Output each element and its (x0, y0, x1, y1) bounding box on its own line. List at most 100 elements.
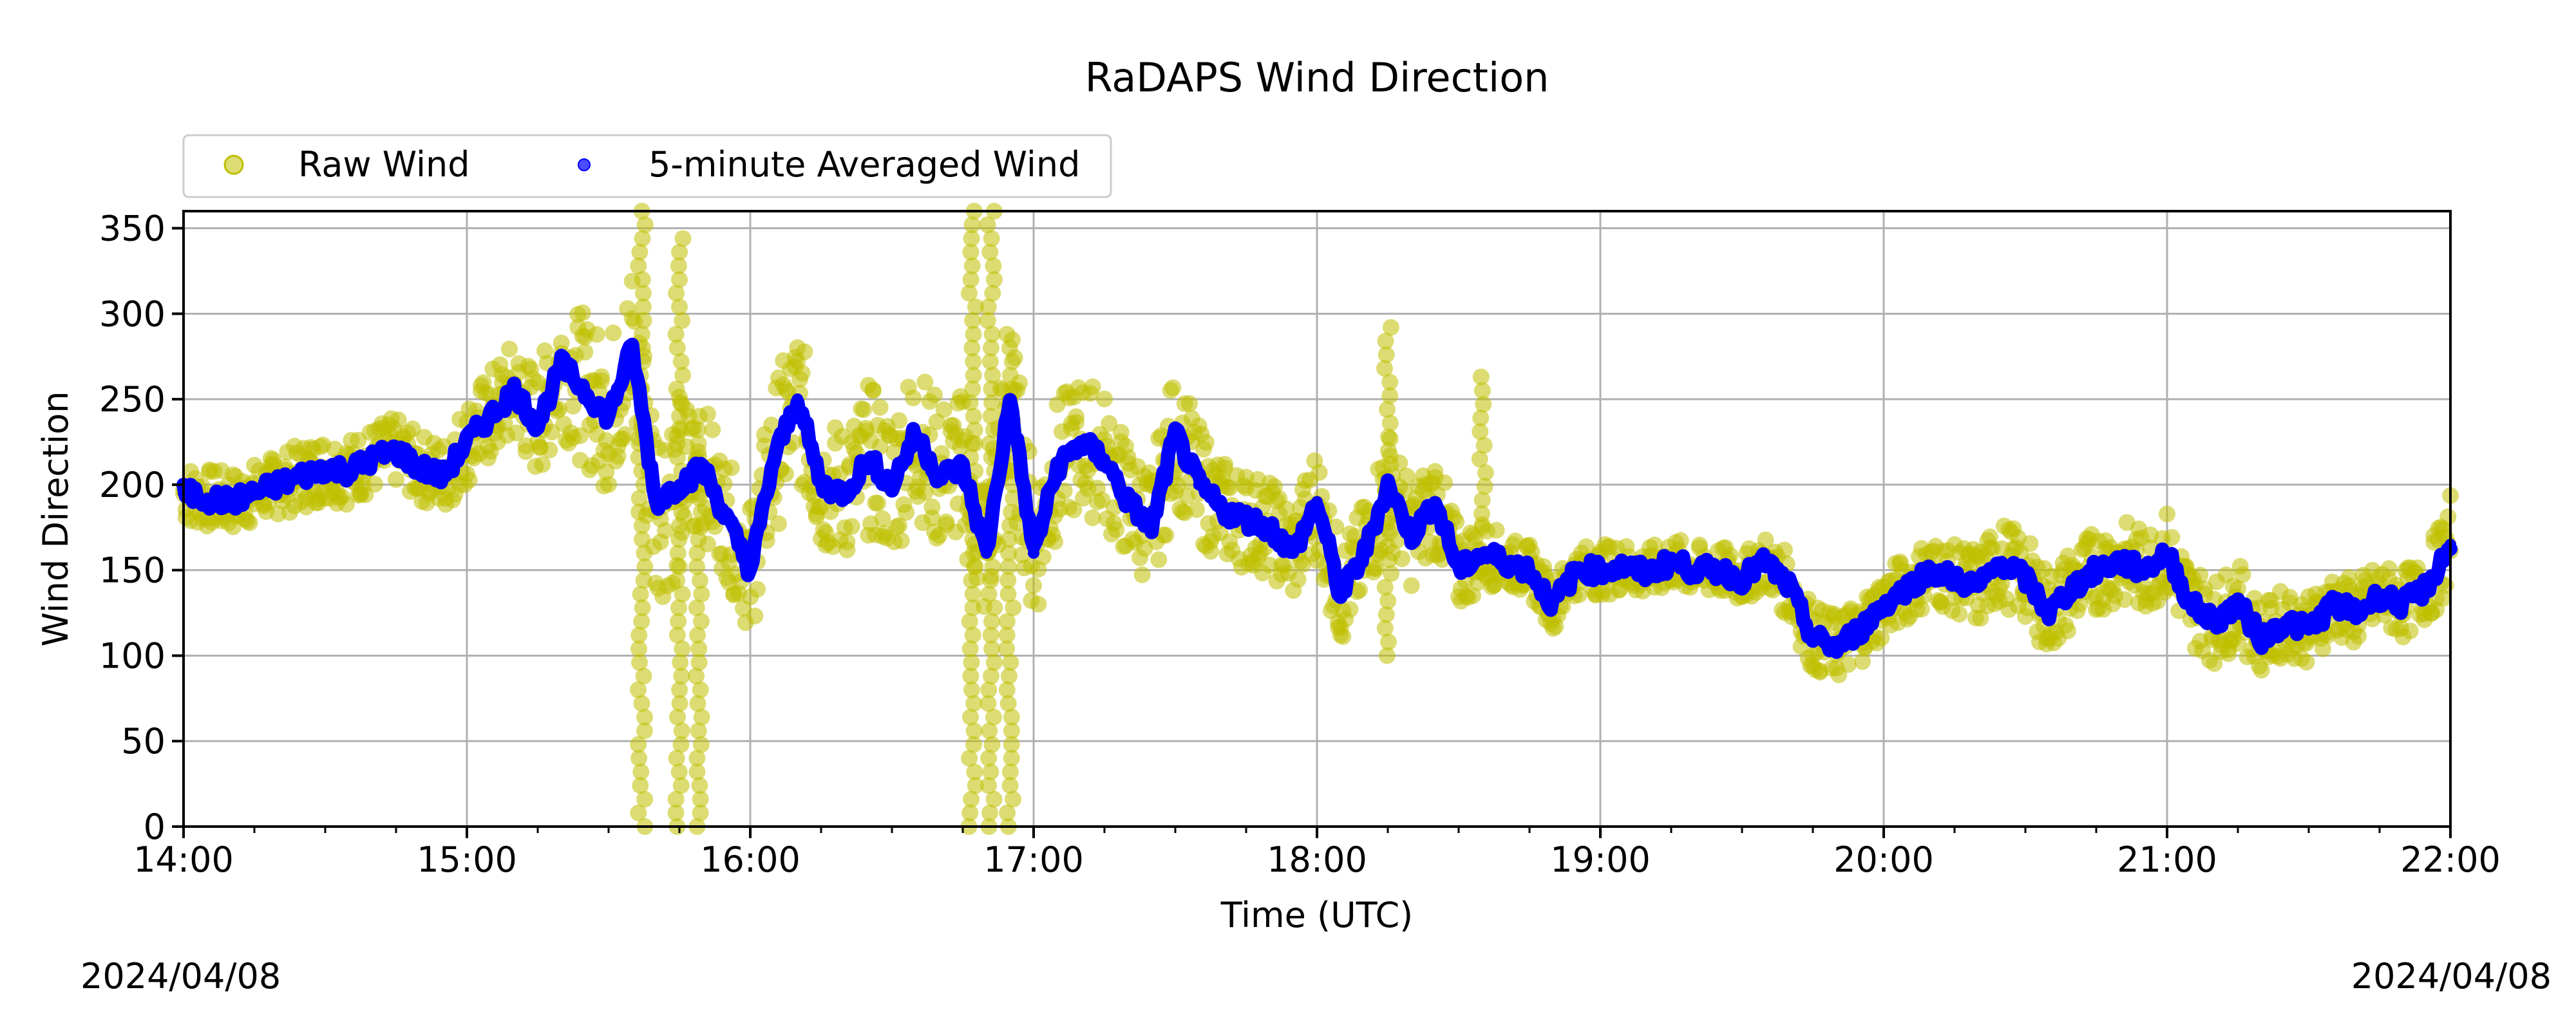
raw-wind-point (1003, 749, 1020, 767)
raw-wind-point (636, 709, 653, 726)
raw-wind-point (926, 386, 943, 404)
raw-wind-point (1278, 500, 1295, 518)
raw-wind-point (598, 464, 615, 481)
raw-wind-point (1025, 577, 1042, 594)
raw-wind-point (864, 381, 882, 398)
averaged-wind-point (1925, 564, 1937, 576)
averaged-wind-point (249, 487, 260, 500)
raw-wind-point (1289, 571, 1307, 588)
raw-wind-point (2159, 505, 2175, 523)
x-tick-label: 15:00 (417, 839, 517, 880)
raw-wind-point (1046, 533, 1063, 550)
averaged-wind-point (674, 478, 685, 491)
raw-wind-point (671, 695, 688, 712)
raw-wind-point (963, 339, 981, 357)
raw-wind-point (404, 420, 421, 438)
raw-wind-point (688, 668, 705, 685)
averaged-wind-point (2020, 572, 2031, 585)
raw-wind-point (616, 426, 634, 443)
averaged-wind-point (2090, 564, 2102, 576)
raw-wind-point (1108, 521, 1125, 538)
raw-wind-point (983, 736, 1001, 753)
raw-wind-point (565, 397, 582, 415)
averaged-wind-point (1949, 572, 1960, 585)
raw-wind-point (1379, 538, 1396, 555)
raw-wind-point (241, 514, 258, 532)
raw-wind-point (979, 312, 996, 329)
averaged-wind-point (768, 453, 780, 465)
averaged-wind-point (838, 487, 851, 500)
raw-wind-point (1854, 653, 1871, 670)
raw-wind-point (985, 791, 1003, 808)
averaged-wind-point (1170, 427, 1181, 440)
raw-wind-point (692, 736, 710, 753)
averaged-wind-point (886, 478, 898, 491)
averaged-wind-point (413, 462, 426, 474)
raw-wind-point (1000, 545, 1018, 562)
raw-wind-point (670, 599, 688, 617)
raw-wind-point (982, 572, 999, 589)
averaged-wind-point (461, 436, 473, 448)
raw-wind-point (634, 271, 651, 288)
raw-wind-point (983, 394, 1001, 411)
averaged-wind-point (1712, 564, 1725, 576)
raw-wind-point (998, 681, 1016, 698)
raw-wind-point (1377, 332, 1394, 350)
raw-wind-point (1379, 592, 1397, 610)
raw-wind-point (630, 749, 648, 767)
raw-wind-point (777, 465, 794, 483)
y-tick-label: 200 (99, 465, 166, 505)
raw-wind-point (1476, 478, 1493, 495)
averaged-wind-point (1075, 436, 1087, 448)
raw-wind-point (668, 626, 686, 644)
raw-wind-point (2022, 535, 2039, 552)
raw-wind-point (690, 530, 707, 548)
raw-wind-point (605, 324, 622, 342)
averaged-wind-point (1146, 521, 1158, 534)
raw-wind-point (508, 424, 525, 442)
averaged-wind-point (744, 564, 756, 576)
averaged-wind-point (390, 444, 402, 456)
raw-wind-point (669, 545, 687, 562)
raw-wind-point (689, 626, 706, 644)
raw-wind-point (670, 530, 688, 548)
raw-wind-point (985, 709, 1002, 726)
raw-wind-point (983, 613, 1000, 630)
averaged-wind-point (1453, 564, 1464, 576)
averaged-wind-point (1642, 567, 1654, 579)
x-axis-label: Time (UTC) (1220, 895, 1414, 935)
averaged-wind-point (603, 410, 614, 422)
averaged-wind-point (1051, 462, 1063, 474)
raw-wind-point (982, 339, 999, 357)
averaged-wind-point (555, 359, 567, 371)
averaged-wind-point (225, 496, 237, 508)
raw-wind-point (1084, 378, 1101, 395)
averaged-wind-point (697, 462, 709, 474)
raw-wind-point (630, 626, 648, 644)
raw-wind-point (633, 613, 650, 630)
y-tick-label: 350 (99, 209, 166, 249)
raw-wind-point (966, 763, 983, 781)
raw-wind-point (1464, 587, 1481, 604)
raw-wind-point (692, 503, 710, 521)
raw-wind-point (634, 230, 651, 247)
raw-wind-point (673, 421, 690, 438)
raw-wind-point (668, 435, 686, 453)
raw-wind-point (2298, 653, 2315, 671)
raw-wind-point (963, 230, 980, 247)
raw-wind-point (690, 490, 708, 507)
averaged-wind-point (1240, 513, 1252, 525)
raw-wind-point (1776, 541, 1793, 559)
raw-wind-point (1378, 606, 1395, 623)
averaged-wind-point (791, 393, 804, 406)
raw-wind-point (838, 533, 856, 550)
raw-wind-point (632, 777, 649, 794)
raw-wind-point (905, 389, 922, 407)
averaged-wind-point (1004, 393, 1016, 406)
raw-wind-point (668, 572, 686, 589)
x-tick-label: 14:00 (133, 839, 234, 880)
raw-wind-point (690, 640, 708, 657)
averaged-wind-point (1311, 496, 1323, 508)
raw-wind-point (1471, 451, 1488, 468)
raw-wind-point (962, 271, 980, 288)
